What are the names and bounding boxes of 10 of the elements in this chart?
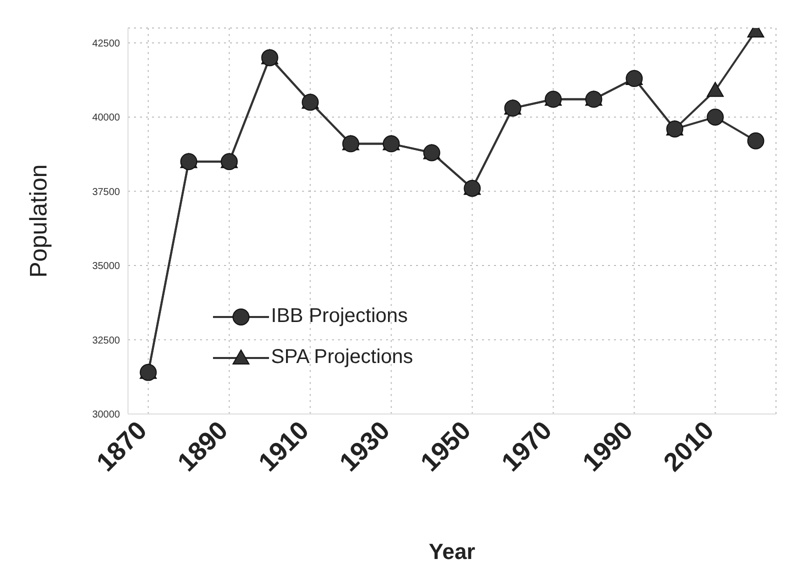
y-tick-label: 35000: [92, 261, 120, 272]
y-tick-label: 40000: [92, 112, 120, 124]
y-tick-label: 37500: [92, 186, 120, 198]
y-tick-label: 30000: [92, 410, 120, 421]
y-axis-title: Population: [26, 164, 53, 278]
legend-label: IBB Projections: [271, 305, 408, 328]
y-tick-label: 42500: [92, 38, 120, 50]
x-axis-title: Year: [428, 539, 476, 564]
legend-label: SPA Projections: [271, 346, 413, 369]
y-tick-label: 32500: [92, 335, 120, 346]
